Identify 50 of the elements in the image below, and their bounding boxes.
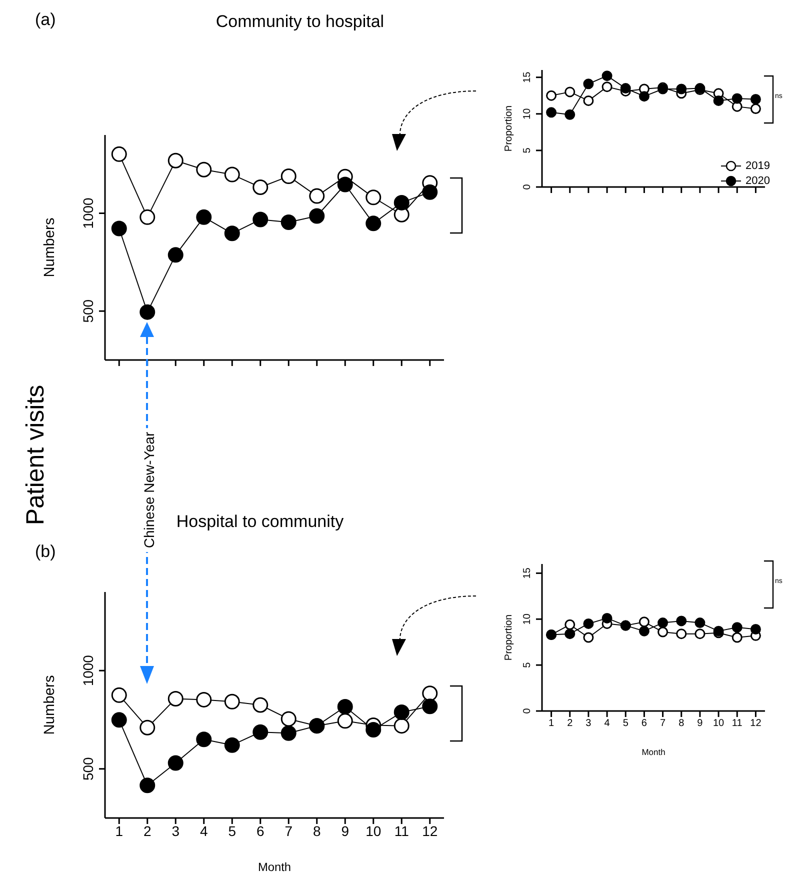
- y-tick-label: 5: [522, 662, 533, 668]
- x-tick-label: 10: [366, 822, 382, 839]
- legend-label: 2020: [746, 175, 770, 187]
- y-tick-label: 10: [522, 108, 533, 120]
- y-tick-label: 0: [522, 708, 533, 714]
- x-tick-label: 6: [641, 718, 648, 730]
- x-tick-label: 12: [750, 718, 762, 730]
- y-tick-label: 1000: [80, 654, 96, 686]
- y-tick-label: 5: [522, 147, 533, 154]
- chart-title: Hospital to community: [176, 512, 344, 531]
- y-tick-label: 10: [522, 613, 533, 625]
- text: Patient visits: [22, 384, 50, 526]
- y-axis-title: Proportion: [504, 105, 515, 152]
- x-tick-label: 2: [143, 822, 152, 839]
- ref-line-label: Chinese New-Year: [139, 428, 160, 552]
- legend-label: 2019: [746, 160, 770, 172]
- x-tick-label: 10: [712, 718, 725, 730]
- x-tick-label: 9: [341, 822, 350, 839]
- y-axis-title: Numbers: [42, 218, 58, 278]
- text: (a): [35, 10, 56, 30]
- x-tick-label: 7: [284, 822, 293, 839]
- y-tick-label: 15: [522, 71, 533, 83]
- x-tick-label: 11: [394, 822, 410, 839]
- y-tick-label: 500: [80, 756, 96, 781]
- x-tick-label: 1: [548, 718, 555, 730]
- x-tick-label: 5: [622, 718, 629, 730]
- x-tick-label: 1: [115, 822, 124, 839]
- x-tick-label: 8: [312, 822, 321, 839]
- x-tick-label: 6: [256, 822, 264, 839]
- y-tick-label: 1000: [80, 197, 96, 229]
- y-tick-label: 0: [522, 184, 533, 190]
- x-tick-label: 12: [422, 822, 438, 839]
- y-tick-label: 500: [80, 299, 96, 323]
- x-tick-label: 7: [660, 718, 666, 730]
- x-tick-label: 3: [172, 822, 180, 839]
- text: (b): [35, 542, 56, 562]
- x-tick-label: 4: [200, 822, 208, 839]
- y-tick-label: 15: [522, 567, 533, 579]
- x-axis-title: Month: [642, 747, 666, 757]
- chart-title: Community to hospital: [214, 12, 386, 32]
- x-tick-label: 3: [586, 718, 592, 730]
- y-axis-title: Proportion: [504, 614, 515, 661]
- x-tick-label: 8: [678, 718, 685, 730]
- x-tick-label: 9: [697, 718, 704, 730]
- x-tick-label: 2: [567, 718, 574, 730]
- y-axis-title: Numbers: [42, 675, 58, 735]
- x-axis-title: Month: [258, 860, 292, 874]
- x-tick-label: 4: [604, 718, 610, 730]
- x-tick-label: 5: [228, 822, 236, 839]
- x-tick-label: 11: [732, 718, 743, 730]
